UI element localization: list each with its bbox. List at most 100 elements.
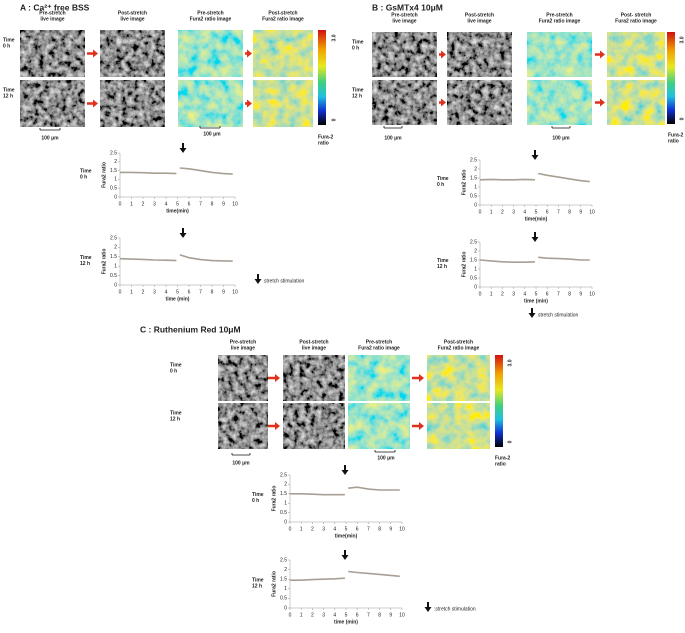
scale-bar-label: 100 μm [552, 135, 570, 141]
column-header: Pre-stretch [546, 12, 572, 18]
y-tick-label: 2 [284, 482, 287, 488]
x-axis-label: time(min) [525, 216, 548, 222]
chart-row-label: Time [252, 492, 264, 498]
colorbar-min: 0 [331, 118, 337, 121]
x-tick-label: 1 [490, 291, 493, 297]
x-tick-label: 8 [568, 291, 571, 297]
column-header: Post-stretch [444, 339, 473, 345]
row-label: 12 h [170, 416, 180, 422]
ratio-image [178, 80, 243, 127]
live-image [283, 403, 345, 449]
y-tick-label: 0 [114, 282, 117, 288]
y-axis-label: Fura2 ratio [271, 571, 277, 597]
x-tick-label: 1 [300, 612, 303, 618]
x-tick-label: 7 [557, 209, 560, 215]
x-tick-label: 5 [176, 201, 179, 207]
ratio-image [427, 355, 490, 401]
colorbar-label: ratio [495, 461, 506, 467]
x-tick-label: 2 [311, 526, 314, 532]
x-tick-label: 8 [378, 612, 381, 618]
row-label: Time [3, 37, 15, 43]
x-tick-label: 8 [211, 289, 214, 295]
chart-row-label: Time [437, 258, 449, 264]
ratio-image [348, 355, 410, 401]
scale-bar-label: 100 μm [41, 135, 59, 141]
column-header: Fura2 ratio image [539, 18, 581, 24]
colorbar [667, 32, 675, 124]
x-tick-label: 9 [222, 289, 225, 295]
x-tick-label: 3 [153, 289, 156, 295]
chart-row-label: 12 h [437, 264, 447, 270]
x-tick-label: 8 [211, 201, 214, 207]
row-label: Time [3, 87, 15, 93]
ratio-image [527, 32, 592, 77]
x-tick-label: 10 [232, 289, 238, 295]
trace [119, 254, 233, 262]
x-tick-label: 9 [579, 209, 582, 215]
y-tick-label: 1.5 [280, 491, 287, 497]
x-tick-label: 6 [546, 291, 549, 297]
column-header: live image [231, 345, 255, 351]
chart-row-label: Time [437, 176, 449, 182]
x-tick-label: 5 [345, 526, 348, 532]
y-tick-label: 2.5 [280, 472, 287, 478]
y-tick-label: 2.5 [470, 239, 477, 245]
x-tick-label: 3 [512, 209, 515, 215]
y-tick-label: 1 [114, 264, 117, 270]
x-tick-label: 0 [289, 526, 292, 532]
x-tick-label: 10 [589, 291, 595, 297]
y-tick-label: 2 [284, 567, 287, 573]
y-tick-label: 2.5 [110, 235, 117, 241]
chart-row-label: 0 h [252, 498, 259, 504]
x-axis-label: time(min) [335, 533, 358, 539]
y-tick-label: 0 [114, 194, 117, 200]
live-image [20, 30, 85, 77]
x-tick-label: 10 [399, 612, 405, 618]
live-image [447, 80, 512, 125]
red-arrow-head [600, 98, 605, 107]
y-tick-label: 1 [474, 184, 477, 190]
row-label: 12 h [352, 93, 362, 99]
chart-row-label: Time [252, 577, 264, 583]
trace [479, 172, 590, 183]
y-tick-label: 2.5 [470, 157, 477, 163]
y-tick-label: 0 [284, 519, 287, 525]
red-arrow-head [93, 49, 98, 58]
live-image [372, 80, 437, 125]
colorbar-max: 3.0 [507, 359, 513, 366]
stretch-arrow-head [179, 233, 187, 238]
row-label: 12 h [3, 93, 13, 99]
y-tick-label: 1.5 [470, 257, 477, 263]
x-tick-label: 5 [535, 291, 538, 297]
y-tick-label: 0.5 [470, 275, 477, 281]
x-axis-label: time(min) [166, 208, 189, 214]
red-arrow-head [275, 374, 280, 382]
x-axis-label: time (min) [524, 298, 548, 304]
x-axis-label: time (min) [334, 619, 358, 625]
x-tick-label: 3 [322, 612, 325, 618]
y-tick-label: 1.5 [470, 175, 477, 181]
panel-title: A : Ca²⁺ free BSS [20, 2, 90, 12]
ratio-image [607, 32, 665, 77]
x-tick-label: 2 [142, 201, 145, 207]
y-tick-label: 1 [284, 501, 287, 507]
legend-text: :stretch stimulation [434, 606, 476, 612]
stretch-arrow-head [424, 607, 432, 612]
x-tick-label: 9 [222, 201, 225, 207]
y-tick-label: 2 [114, 245, 117, 251]
x-tick-label: 10 [232, 201, 238, 207]
red-arrow-head [441, 98, 446, 107]
row-label: Time [170, 410, 182, 416]
y-axis-label: Fura2 ratio [461, 170, 467, 196]
x-tick-label: 8 [568, 209, 571, 215]
x-tick-label: 3 [322, 526, 325, 532]
x-tick-label: 1 [490, 209, 493, 215]
column-header: live image [302, 345, 326, 351]
red-arrow-head [247, 99, 252, 108]
x-tick-label: 1 [300, 526, 303, 532]
x-tick-label: 7 [199, 201, 202, 207]
stretch-arrow-head [341, 555, 349, 560]
x-tick-label: 9 [579, 291, 582, 297]
